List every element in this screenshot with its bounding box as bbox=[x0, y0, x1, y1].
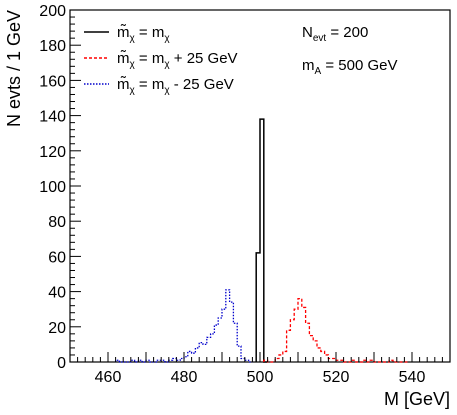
series-layer bbox=[114, 118, 409, 363]
x-tick-label: 540 bbox=[399, 369, 426, 386]
x-tick-label: 460 bbox=[95, 369, 122, 386]
y-tick-label: 60 bbox=[48, 249, 66, 266]
x-tick-label: 480 bbox=[171, 369, 198, 386]
y-tick-label: 120 bbox=[39, 144, 66, 161]
legend-label-0: m̃χ = mχ bbox=[117, 24, 170, 44]
series-line-0 bbox=[255, 118, 268, 363]
x-axis-ticks bbox=[69, 352, 451, 362]
legend-label-2: m̃χ = mχ - 25 GeV bbox=[117, 76, 234, 96]
y-tick-label: 180 bbox=[39, 38, 66, 55]
annotation-0: Nevt = 200 bbox=[302, 24, 368, 44]
x-tick-label: 520 bbox=[323, 369, 350, 386]
annotation-1: mA = 500 GeV bbox=[302, 57, 397, 77]
x-axis-title: M [GeV] bbox=[384, 389, 450, 409]
y-tick-label: 20 bbox=[48, 320, 66, 337]
y-axis-ticks bbox=[70, 9, 81, 363]
x-axis-tick-labels: 460 480 500 520 540 bbox=[95, 369, 426, 386]
series-line-2 bbox=[114, 289, 253, 363]
annotations: Nevt = 200 mA = 500 GeV bbox=[302, 24, 397, 77]
y-tick-label: 100 bbox=[39, 179, 66, 196]
y-tick-label: 0 bbox=[57, 355, 66, 372]
y-tick-label: 140 bbox=[39, 109, 66, 126]
y-axis-title: N evts / 1 GeV bbox=[4, 10, 24, 127]
legend: m̃χ = mχ m̃χ = mχ + 25 GeV m̃χ = mχ - 25 G… bbox=[84, 24, 238, 96]
x-tick-label: 500 bbox=[247, 369, 274, 386]
y-tick-label: 40 bbox=[48, 285, 66, 302]
y-tick-label: 80 bbox=[48, 214, 66, 231]
legend-label-1: m̃χ = mχ + 25 GeV bbox=[117, 50, 238, 70]
y-tick-label: 160 bbox=[39, 73, 66, 90]
series-line-1 bbox=[263, 297, 409, 363]
y-axis-tick-labels: 0 20 40 60 80 100 120 140 160 180 200 bbox=[39, 3, 66, 372]
y-tick-label: 200 bbox=[39, 3, 66, 20]
